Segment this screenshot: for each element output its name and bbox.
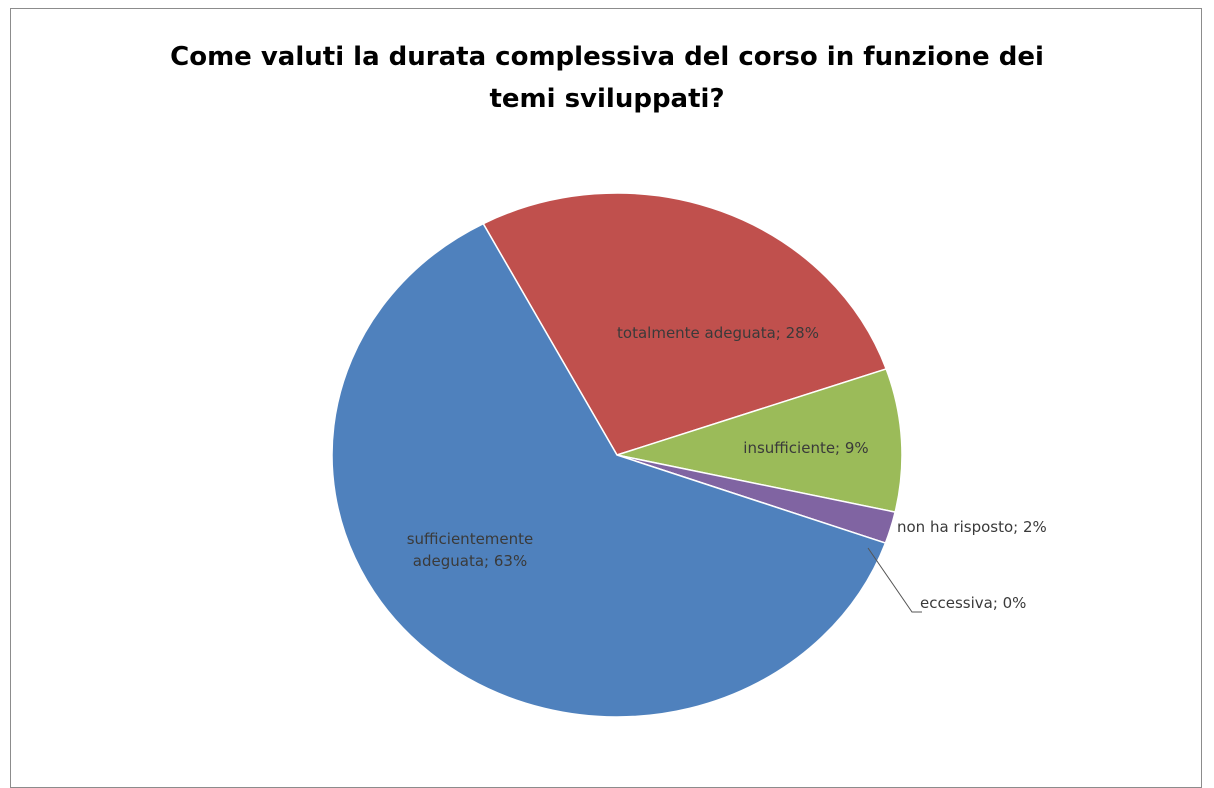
data-label: insufficiente; 9% [743,439,869,457]
pie-slice [616,368,903,513]
chart-title: Come valuti la durata complessiva del co… [170,42,1044,114]
data-label: non ha risposto; 2% [897,518,1047,536]
data-label: sufficientemente adeguata; 63% [406,530,534,570]
data-label: totalmente adeguata; 28% [617,324,819,342]
pie-slice [331,222,887,718]
leader-line [867,547,922,613]
pie-slice [482,192,887,456]
data-label: eccessiva; 0% [920,594,1027,612]
